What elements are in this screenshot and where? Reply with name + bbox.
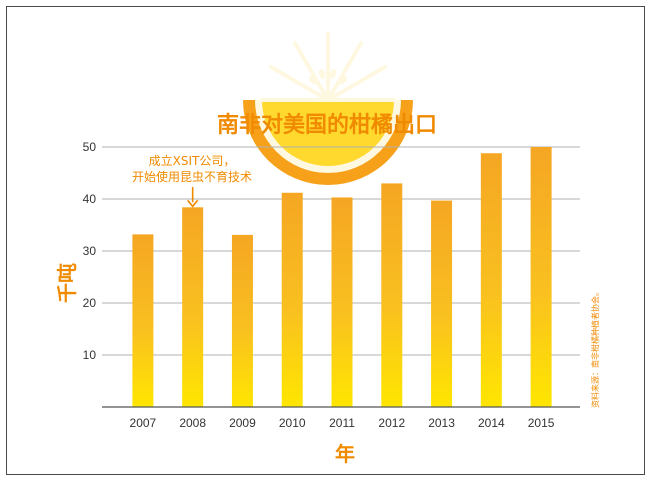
x-tick-label: 2010 (279, 416, 306, 430)
y-tick-label: 20 (83, 296, 97, 310)
x-tick-label: 2008 (179, 416, 206, 430)
bar-2009 (231, 234, 253, 407)
x-axis-ticks: 2007 2008 2009 2010 2011 2012 2013 2014 2015 (130, 416, 555, 430)
y-tick-label: 50 (83, 140, 97, 154)
source-note: 资料来源：南非柑橘种植者协会。 (590, 288, 600, 408)
bar-2015 (530, 147, 552, 407)
chart-title: 南非对美国的柑橘出口 (217, 112, 437, 138)
x-tick-label: 2014 (478, 416, 505, 430)
x-tick-label: 2007 (130, 416, 157, 430)
bar-2007 (132, 234, 154, 407)
y-tick-label: 30 (83, 244, 97, 258)
annotation-line-2: 开始使用昆虫不育技术 (132, 169, 252, 184)
x-axis-label: 年 (335, 442, 355, 466)
down-arrow-icon (187, 199, 199, 208)
annotation: 成立XSIT公司， 开始使用昆虫不育技术 (132, 153, 252, 208)
bar-2013 (431, 200, 453, 407)
bar-2014 (480, 153, 502, 407)
x-tick-label: 2012 (378, 416, 405, 430)
bar-2008 (182, 207, 204, 407)
annotation-line-1: 成立XSIT公司， (149, 153, 236, 168)
x-tick-label: 2011 (329, 416, 355, 430)
x-tick-label: 2015 (528, 416, 555, 430)
bar-2010 (281, 192, 303, 407)
y-tick-label: 10 (83, 348, 97, 362)
x-tick-label: 2013 (428, 416, 455, 430)
bar-2012 (381, 183, 403, 407)
y-axis-label: 千吨 (55, 263, 79, 303)
x-tick-label: 2009 (229, 416, 256, 430)
bar-2011 (331, 197, 353, 407)
y-tick-label: 40 (83, 192, 97, 206)
y-axis-ticks: 10 20 30 40 50 (83, 140, 97, 362)
bars (132, 147, 552, 407)
orange-slice-icon (243, 32, 413, 185)
